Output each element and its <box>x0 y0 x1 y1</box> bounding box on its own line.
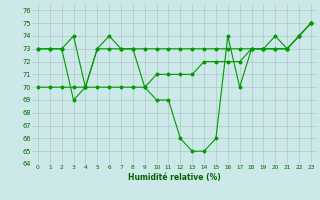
X-axis label: Humidité relative (%): Humidité relative (%) <box>128 173 221 182</box>
